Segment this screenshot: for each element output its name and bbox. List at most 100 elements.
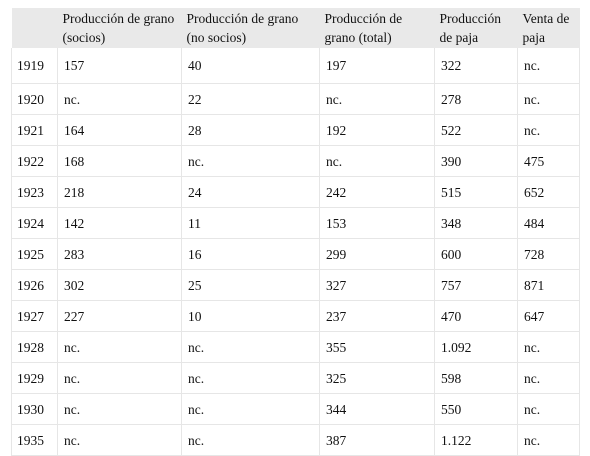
table-row: 1926 302 25 327 757 871 xyxy=(11,269,580,301)
cell-grain-non-members: 40 xyxy=(181,48,320,84)
cell-straw-production: 322 xyxy=(434,48,518,84)
cell-grain-total: 153 xyxy=(319,207,435,239)
table-header: Producción de grano (socios) Producción … xyxy=(11,8,580,48)
cell-year: 1925 xyxy=(11,238,58,270)
cell-year: 1935 xyxy=(11,424,58,456)
cell-grain-total: 344 xyxy=(319,393,435,425)
cell-straw-sales: 647 xyxy=(517,300,580,332)
cell-straw-sales: 475 xyxy=(517,145,580,177)
cell-grain-total: 355 xyxy=(319,331,435,363)
table-row: 1919 157 40 197 322 nc. xyxy=(11,48,580,84)
header-grain-total: Producción de grano (total) xyxy=(324,11,403,45)
cell-year: 1924 xyxy=(11,207,58,239)
cell-grain-members: nc. xyxy=(57,331,182,363)
cell-year: 1920 xyxy=(11,83,58,115)
table-row: 1921 164 28 192 522 nc. xyxy=(11,114,580,146)
header-straw-production: Producción de paja xyxy=(439,11,502,45)
cell-grain-non-members: nc. xyxy=(181,145,320,177)
header-grain-members: Producción de grano (socios) xyxy=(62,11,175,45)
table-row: 1930 nc. nc. 344 550 nc. xyxy=(11,393,580,425)
cell-grain-non-members: 16 xyxy=(181,238,320,270)
cell-grain-non-members: nc. xyxy=(181,362,320,394)
table-row: 1925 283 16 299 600 728 xyxy=(11,238,580,270)
cell-grain-total: 237 xyxy=(319,300,435,332)
cell-grain-members: 142 xyxy=(57,207,182,239)
cell-grain-total: 325 xyxy=(319,362,435,394)
cell-grain-members: nc. xyxy=(57,393,182,425)
cell-straw-sales: nc. xyxy=(517,393,580,425)
cell-grain-members: 218 xyxy=(57,176,182,208)
cell-straw-production: 1.092 xyxy=(434,331,518,363)
table-row: 1924 142 11 153 348 484 xyxy=(11,207,580,239)
cell-grain-total: 192 xyxy=(319,114,435,146)
cell-year: 1927 xyxy=(11,300,58,332)
cell-grain-non-members: 24 xyxy=(181,176,320,208)
cell-straw-sales: nc. xyxy=(517,114,580,146)
cell-straw-sales: 484 xyxy=(517,207,580,239)
cell-straw-sales: 652 xyxy=(517,176,580,208)
cell-year: 1928 xyxy=(11,331,58,363)
cell-straw-sales: 728 xyxy=(517,238,580,270)
production-table: Producción de grano (socios) Producción … xyxy=(11,8,580,456)
cell-straw-sales: nc. xyxy=(517,362,580,394)
cell-grain-total: 197 xyxy=(319,48,435,84)
table-row: 1935 nc. nc. 387 1.122 nc. xyxy=(11,424,580,456)
cell-year: 1929 xyxy=(11,362,58,394)
cell-grain-total: 327 xyxy=(319,269,435,301)
cell-grain-total: 387 xyxy=(319,424,435,456)
cell-grain-non-members: nc. xyxy=(181,424,320,456)
cell-straw-production: 598 xyxy=(434,362,518,394)
cell-straw-production: 515 xyxy=(434,176,518,208)
cell-straw-production: 1.122 xyxy=(434,424,518,456)
cell-grain-total: nc. xyxy=(319,83,435,115)
cell-year: 1922 xyxy=(11,145,58,177)
cell-grain-members: 157 xyxy=(57,48,182,84)
table-row: 1928 nc. nc. 355 1.092 nc. xyxy=(11,331,580,363)
cell-grain-non-members: nc. xyxy=(181,393,320,425)
cell-grain-members: nc. xyxy=(57,362,182,394)
cell-straw-production: 470 xyxy=(434,300,518,332)
cell-straw-production: 757 xyxy=(434,269,518,301)
cell-grain-non-members: 10 xyxy=(181,300,320,332)
header-straw-sales: Venta de paja xyxy=(522,11,570,45)
cell-grain-members: nc. xyxy=(57,424,182,456)
cell-straw-sales: nc. xyxy=(517,83,580,115)
cell-straw-production: 278 xyxy=(434,83,518,115)
table-row: 1922 168 nc. nc. 390 475 xyxy=(11,145,580,177)
cell-grain-members: nc. xyxy=(57,83,182,115)
cell-grain-members: 302 xyxy=(57,269,182,301)
cell-grain-members: 283 xyxy=(57,238,182,270)
cell-year: 1926 xyxy=(11,269,58,301)
cell-grain-total: nc. xyxy=(319,145,435,177)
cell-grain-members: 168 xyxy=(57,145,182,177)
cell-year: 1919 xyxy=(11,48,58,84)
header-grain-non-members: Producción de grano (no socios) xyxy=(186,11,299,45)
cell-straw-production: 522 xyxy=(434,114,518,146)
cell-grain-non-members: 11 xyxy=(181,207,320,239)
table-row: 1927 227 10 237 470 647 xyxy=(11,300,580,332)
cell-grain-total: 299 xyxy=(319,238,435,270)
cell-straw-sales: nc. xyxy=(517,424,580,456)
cell-straw-sales: nc. xyxy=(517,331,580,363)
data-table-container: Producción de grano (socios) Producción … xyxy=(11,8,580,456)
table-row: 1923 218 24 242 515 652 xyxy=(11,176,580,208)
cell-grain-non-members: 25 xyxy=(181,269,320,301)
cell-straw-sales: 871 xyxy=(517,269,580,301)
cell-grain-members: 227 xyxy=(57,300,182,332)
cell-year: 1921 xyxy=(11,114,58,146)
cell-year: 1930 xyxy=(11,393,58,425)
cell-grain-total: 242 xyxy=(319,176,435,208)
cell-straw-production: 550 xyxy=(434,393,518,425)
cell-grain-non-members: nc. xyxy=(181,331,320,363)
cell-grain-non-members: 22 xyxy=(181,83,320,115)
header-row: Producción de grano (socios) Producción … xyxy=(11,8,580,48)
cell-grain-non-members: 28 xyxy=(181,114,320,146)
cell-grain-members: 164 xyxy=(57,114,182,146)
table-row: 1929 nc. nc. 325 598 nc. xyxy=(11,362,580,394)
table-body: 1919 157 40 197 322 nc. 1920 nc. 22 nc. 278 nc. 1921… xyxy=(11,48,580,456)
cell-straw-production: 390 xyxy=(434,145,518,177)
header-year xyxy=(12,8,58,48)
table-row: 1920 nc. 22 nc. 278 nc. xyxy=(11,83,580,115)
cell-straw-production: 600 xyxy=(434,238,518,270)
cell-year: 1923 xyxy=(11,176,58,208)
